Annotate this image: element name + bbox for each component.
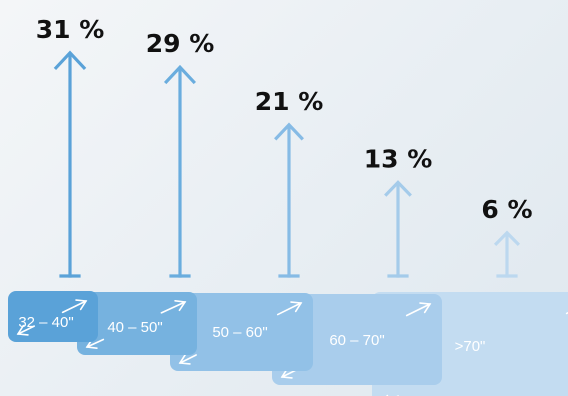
value-label: 29 % [146,29,215,58]
value-label: 13 % [364,144,433,173]
tv-size-icons: >70" 60 – 70" 50 – 60" 40 – 50" 32 – 40" [8,291,568,396]
tv-screen [8,291,98,342]
category-label: 40 – 50" [107,319,162,336]
bar-arrow [163,64,197,278]
value-label: 31 % [36,15,105,44]
tv-icon-4: 60 – 70" [272,294,442,385]
value-label: 21 % [255,87,324,116]
tv-icon-3: 50 – 60" [170,293,313,371]
category-label: >70" [455,338,486,355]
category-label: 60 – 70" [329,332,384,349]
bar-arrow [274,122,304,278]
tv-screen [272,294,442,385]
bar-arrow [53,50,87,278]
value-label: 6 % [481,195,532,224]
diagonal-arrow-icon [16,299,88,336]
tv-screen [170,293,313,371]
tv-icon-1: 32 – 40" [8,291,98,342]
category-label: 50 – 60" [212,324,267,341]
diagonal-arrow-icon [178,301,303,365]
tv-screen [77,292,197,355]
bar-arrow [384,180,412,278]
bar-arrow [493,230,521,278]
category-label: 32 – 40" [18,314,73,331]
